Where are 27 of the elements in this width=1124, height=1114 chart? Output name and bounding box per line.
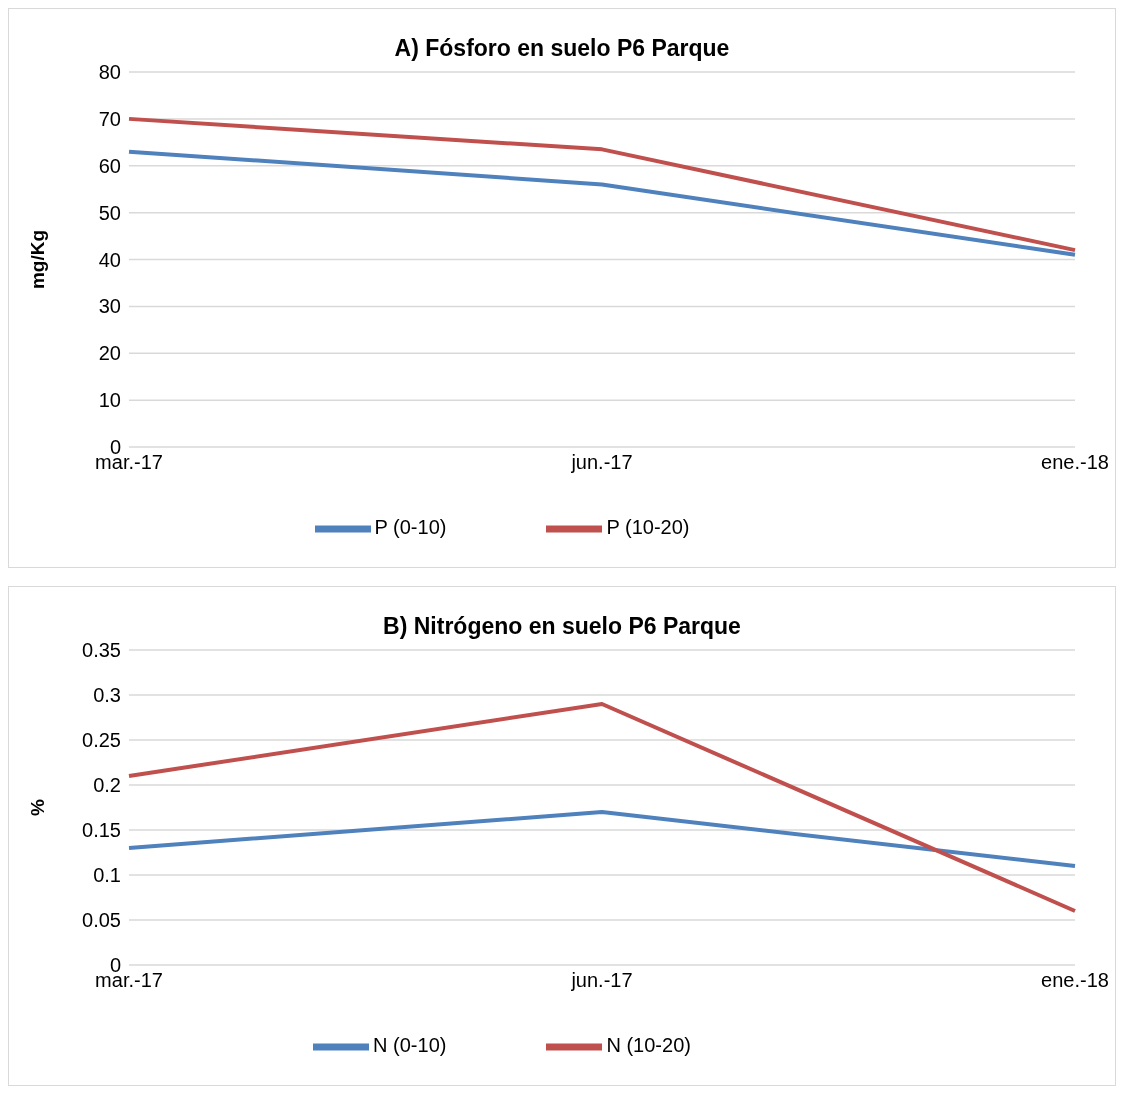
y-tick-label: 60	[98, 154, 121, 177]
chart-title: B) Nitrógeno en suelo P6 Parque	[382, 612, 742, 640]
y-tick-label: 0.1	[93, 864, 121, 887]
legend-label: P (0-10)	[374, 516, 447, 539]
y-tick-label: 0.2	[93, 774, 121, 797]
x-tick-label: jun.-17	[570, 969, 633, 992]
y-tick-label: 70	[98, 107, 121, 130]
y-tick-label: 0.35	[82, 639, 121, 662]
y-tick-label: 0.3	[93, 684, 121, 707]
y-tick-label: 40	[98, 248, 121, 271]
y-tick-label: 80	[98, 61, 121, 84]
y-tick-label: 0.25	[82, 729, 121, 752]
chart-title: A) Fósforo en suelo P6 Parque	[393, 34, 731, 62]
y-axis-title: mg/Kg	[26, 229, 48, 290]
y-tick-label: 20	[98, 342, 121, 365]
y-tick-label: 30	[98, 295, 121, 318]
y-tick-label: 10	[98, 389, 121, 412]
legend-label: N (0-10)	[373, 1034, 447, 1057]
x-tick-label: jun.-17	[570, 451, 633, 474]
y-tick-label: 0.15	[82, 819, 121, 842]
x-tick-label: ene.-18	[1041, 451, 1109, 474]
y-tick-label: 0.05	[82, 909, 121, 932]
legend-label: P (10-20)	[606, 516, 690, 539]
x-tick-label: ene.-18	[1041, 969, 1109, 992]
y-axis-title: %	[26, 798, 48, 816]
legend-label: N (10-20)	[606, 1034, 691, 1057]
y-tick-label: 50	[98, 201, 121, 224]
